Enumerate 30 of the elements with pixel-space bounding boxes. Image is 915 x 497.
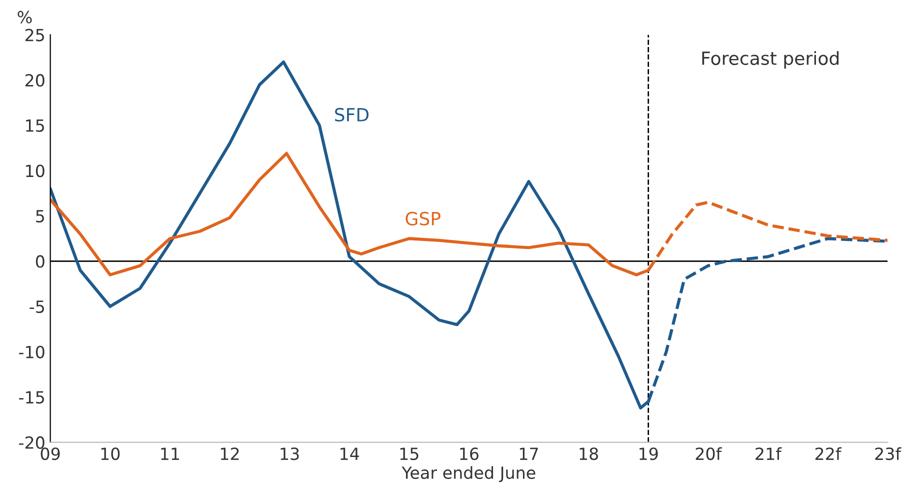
x-tick-label: 10 xyxy=(101,447,120,460)
x-tick-label: 15 xyxy=(400,448,418,460)
y-axis-title: % xyxy=(18,10,32,24)
x-tick-label: 23f xyxy=(875,447,902,460)
x-tick-label: 19 xyxy=(640,447,658,460)
y-tick-label: -5 xyxy=(30,300,44,314)
x-tick-label: 13 xyxy=(280,447,299,460)
x-tick-label: 22f xyxy=(815,447,842,460)
annotation: Forecast period xyxy=(702,51,839,69)
y-tick-label: 25 xyxy=(25,28,44,42)
x-tick-label: 17 xyxy=(520,448,538,460)
y-tick-label: -10 xyxy=(19,346,44,358)
y-tick-label: 5 xyxy=(36,210,44,222)
x-tick-label: 21f xyxy=(756,447,782,460)
x-tick-label: 18 xyxy=(580,447,598,460)
y-tick-label: 20 xyxy=(25,74,44,87)
series-label: SFD xyxy=(335,108,369,122)
series-label: GSP xyxy=(406,212,440,226)
y-tick-label: 0 xyxy=(36,255,44,268)
x-tick-label: 09 xyxy=(40,447,60,460)
y-tick-label: 10 xyxy=(26,164,44,178)
x-tick-label: 20f xyxy=(696,447,722,460)
y-tick-label: -15 xyxy=(19,391,44,404)
y-tick-label: 15 xyxy=(26,120,44,132)
x-tick-label: 11 xyxy=(161,448,179,460)
x-tick-label: 16 xyxy=(460,447,478,460)
x-tick-label: 14 xyxy=(340,448,360,460)
x-tick-label: 12 xyxy=(220,447,239,460)
y-tick-label: -20 xyxy=(19,436,44,449)
x-axis-title: Year ended June xyxy=(402,466,536,482)
